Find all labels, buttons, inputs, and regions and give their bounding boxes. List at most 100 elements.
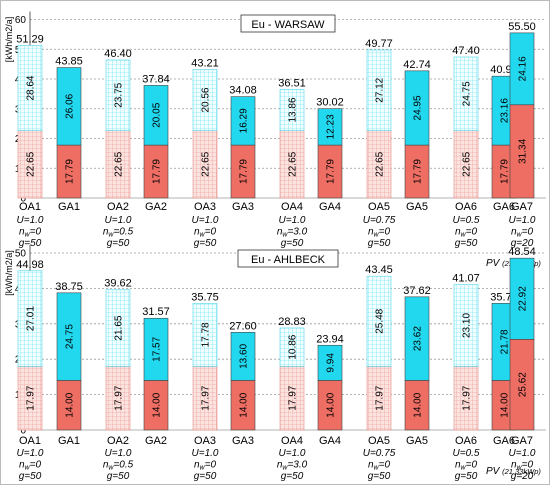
bar-top-ga2 [143,85,169,146]
variant-param: g=50 [194,238,217,249]
category-label: GA7 [511,435,533,447]
bar-bottom-label: 17.97 [26,385,37,410]
pv-note-main: PV [486,258,502,269]
variant-param-value: =0 [30,227,42,238]
category-label: OA2 [107,435,129,447]
variant-param: nw=3.0 [277,460,308,472]
category-label: OA4 [281,435,303,447]
variant-param: U=0.5 [453,448,480,459]
bar-bottom-oa4 [279,366,305,431]
bar-total-label: 43.21 [191,57,219,69]
bar-top-ga1 [56,292,82,381]
bar-total-label: 34.08 [229,85,257,97]
bar-bottom-label: 22.65 [114,151,125,176]
category-label: OA3 [194,201,216,213]
variant-param: g=20 [511,471,534,482]
variant-param: nw=0 [368,460,390,472]
bar-top-label: 21.65 [114,315,125,340]
y-tick-label: 60 [15,15,27,26]
bar-top-label: 12.23 [326,114,337,139]
bar-bottom-ga2 [143,380,169,431]
bar-bottom-label: 17.97 [114,385,125,410]
bar-top-ga4 [317,344,343,381]
bar-top-label: 24.95 [413,95,424,120]
variant-param: nw=3.0 [277,227,308,239]
bar-top-oa3 [192,69,218,131]
variant-param-symbol: n [194,460,200,471]
bar-top-ga5 [404,70,430,146]
bar-bottom-label: 17.79 [413,159,424,184]
variant-param: nw=0 [455,227,477,239]
variant-param: g=50 [107,238,130,249]
bar-top-label: 17.78 [201,322,212,347]
y-tick-label: 0 [20,426,26,437]
bar-bottom-label: 14.00 [65,392,76,417]
pv-note: PV (21.33kWp) [486,466,541,477]
variant-param: nw=0.5 [103,227,134,239]
variant-param-symbol: n [103,460,109,471]
bar-top-oa5 [366,275,392,367]
variant-param: g=50 [107,471,130,482]
bar-bottom-oa6 [453,366,479,431]
variant-param-value: =0 [466,227,478,238]
category-label: OA6 [455,201,477,213]
bar-total-label: 43.45 [365,264,393,276]
bar-bottom-ga3 [230,380,256,431]
bar-top-ga1 [56,67,82,146]
bar-top-label: 27.12 [375,77,386,102]
panel-warsaw: 0102030405060[kWh/m2/a]Eu - WARSAW22.652… [4,11,546,269]
chart-title-box [240,14,336,33]
bar-top-ga7 [509,257,535,340]
variant-param-value: =0 [205,227,217,238]
bar-top-label: 26.06 [65,93,76,118]
bar-total-label: 37.62 [403,285,431,297]
variant-param: U=1.0 [279,215,306,226]
variant-param-subscript: w [461,465,467,472]
bar-top-oa6 [453,284,479,367]
bar-total-label: 46.40 [104,48,132,60]
category-label: GA6 [493,201,515,213]
variant-param-symbol: n [103,227,109,238]
bar-top-label: 28.64 [26,75,37,100]
variant-param: nw=0 [455,460,477,472]
bar-total-label: 39.62 [104,278,132,290]
bar-bottom-label: 31.34 [518,138,529,163]
bar-top-label: 23.10 [462,313,473,338]
bar-bottom-label: 14.00 [152,392,163,417]
bar-top-label: 24.75 [462,81,473,106]
variant-param-value: =0 [379,460,391,471]
variant-param: g=20 [511,238,534,249]
category-label: OA6 [455,435,477,447]
bar-total-label: 55.50 [508,21,536,33]
bar-bottom-label: 14.00 [326,392,337,417]
category-label: GA3 [232,435,254,447]
variant-param-value: =0.5 [113,460,133,471]
bar-total-label: 41.07 [452,273,480,285]
bar-total-label: 38.75 [55,281,83,293]
variant-param-value: =0 [466,460,478,471]
variant-param: U=1.0 [105,215,132,226]
variant-param: g=50 [19,238,42,249]
variant-param: U=1.0 [192,215,219,226]
variant-param: nw=0 [368,227,390,239]
variant-param-symbol: n [194,227,200,238]
variant-param-symbol: n [511,227,517,238]
bar-bottom-oa2 [105,366,131,431]
variant-param-subscript: w [517,465,523,472]
variant-param: g=50 [19,471,42,482]
variant-param-value: =0 [379,227,391,238]
variant-param-value: =0.5 [113,227,133,238]
bar-bottom-label: 14.00 [239,392,250,417]
variant-param-subscript: w [374,465,380,472]
bar-bottom-label: 17.79 [152,159,163,184]
variant-param: nw=0 [511,227,533,239]
variant-param-value: =3.0 [287,460,307,471]
category-label: GA2 [145,435,167,447]
variant-param: g=50 [281,238,304,249]
category-label: GA1 [58,201,80,213]
variant-param: g=50 [368,238,391,249]
bar-bottom-oa6 [453,130,479,199]
bar-total-label: 51.29 [16,33,44,45]
bar-top-ga3 [230,96,256,146]
variant-param-subscript: w [108,232,114,239]
